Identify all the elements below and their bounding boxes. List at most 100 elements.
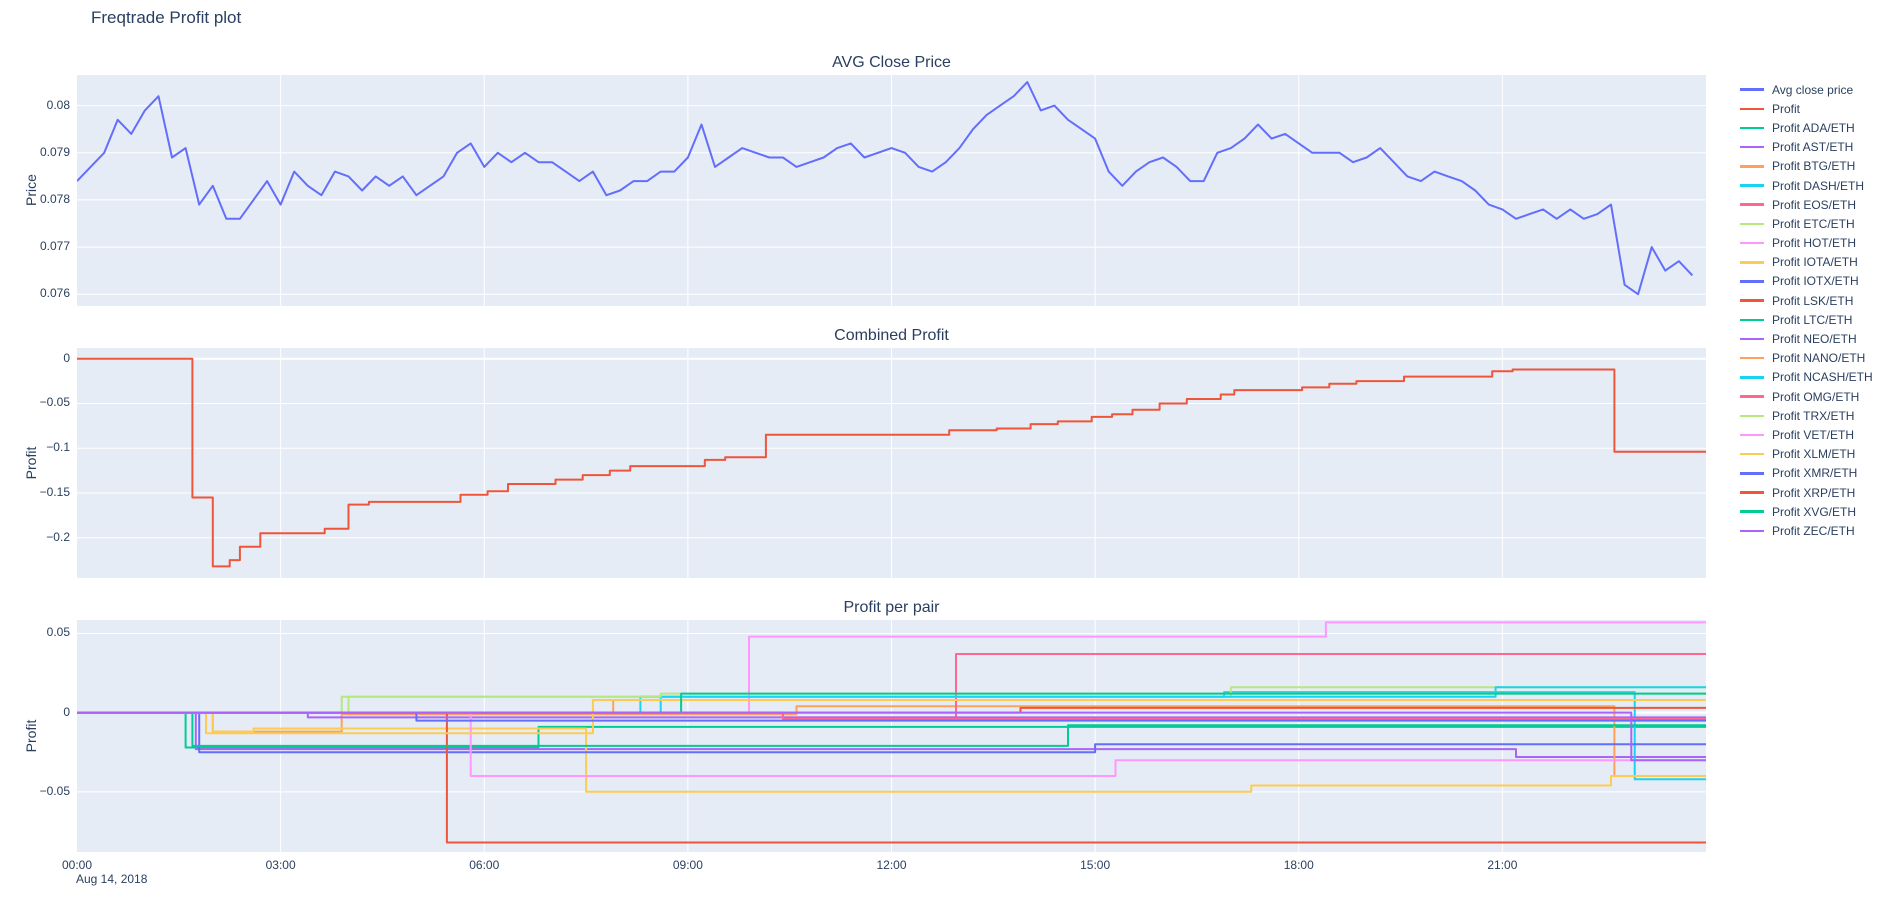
y-tick-label: 0	[63, 350, 70, 365]
legend-label: Profit DASH/ETH	[1772, 178, 1865, 193]
legend-label: Profit OMG/ETH	[1772, 389, 1860, 404]
legend-item-profit-ada-eth[interactable]: Profit ADA/ETH	[1740, 118, 1896, 137]
legend-item-profit-lsk-eth[interactable]: Profit LSK/ETH	[1740, 291, 1896, 310]
x-tick-label: 18:00	[1283, 858, 1314, 872]
y-tick-label: 0.077	[39, 239, 70, 254]
y-tick-label: −0.2	[46, 529, 70, 544]
legend-label: Profit XLM/ETH	[1772, 447, 1856, 462]
y-tick-label: 0.078	[39, 191, 70, 206]
legend-label: Profit VET/ETH	[1772, 427, 1855, 442]
legend-item-profit-ltc-eth[interactable]: Profit LTC/ETH	[1740, 310, 1896, 329]
legend-item-avg-close-price[interactable]: Avg close price	[1740, 80, 1896, 99]
legend-swatch	[1740, 88, 1764, 91]
legend-label: Profit EOS/ETH	[1772, 197, 1857, 212]
legend-item-profit-hot-eth[interactable]: Profit HOT/ETH	[1740, 234, 1896, 253]
x-tick-label: 09:00	[672, 858, 703, 872]
legend-swatch	[1740, 452, 1764, 456]
legend-label: Profit ZEC/ETH	[1772, 523, 1855, 538]
x-tick-label: 15:00	[1080, 858, 1111, 872]
legend-item-profit-xlm-eth[interactable]: Profit XLM/ETH	[1740, 445, 1896, 464]
x-tick-label: 21:00	[1487, 858, 1518, 872]
legend-label: Profit XVG/ETH	[1772, 504, 1857, 519]
legend-label: Profit TRX/ETH	[1772, 408, 1855, 423]
x-tick-label: 06:00	[469, 858, 500, 872]
legend-swatch	[1740, 529, 1764, 533]
legend-swatch	[1740, 337, 1764, 341]
legend-swatch	[1740, 414, 1764, 418]
y-tick-label: 0.079	[39, 144, 70, 159]
legend-label: Profit NANO/ETH	[1772, 351, 1866, 366]
legend-label: Profit BTG/ETH	[1772, 159, 1856, 174]
legend-swatch	[1740, 472, 1764, 475]
legend-item-profit-omg-eth[interactable]: Profit OMG/ETH	[1740, 387, 1896, 406]
legend-label: Profit ETC/ETH	[1772, 216, 1855, 231]
legend-label: Profit AST/ETH	[1772, 140, 1854, 155]
legend-swatch	[1740, 241, 1764, 245]
y-tick-label: −0.05	[39, 395, 70, 410]
series-profit	[77, 357, 1706, 568]
legend-swatch	[1740, 433, 1764, 437]
legend-swatch	[1740, 107, 1764, 111]
legend-label: Avg close price	[1772, 82, 1854, 97]
legend-item-profit-trx-eth[interactable]: Profit TRX/ETH	[1740, 406, 1896, 425]
legend-label: Profit LTC/ETH	[1772, 312, 1853, 327]
legend-item-profit-xrp-eth[interactable]: Profit XRP/ETH	[1740, 483, 1896, 502]
legend-item-profit-neo-eth[interactable]: Profit NEO/ETH	[1740, 329, 1896, 348]
x-tick-label: 03:00	[265, 858, 296, 872]
legend-item-profit-iota-eth[interactable]: Profit IOTA/ETH	[1740, 253, 1896, 272]
legend-swatch	[1740, 165, 1764, 168]
legend-swatch	[1740, 126, 1764, 130]
y-axis-label-profit-pairs: Profit	[23, 719, 39, 753]
legend-label: Profit XRP/ETH	[1772, 485, 1856, 500]
legend-item-profit-xmr-eth[interactable]: Profit XMR/ETH	[1740, 464, 1896, 483]
legend-item-profit-nano-eth[interactable]: Profit NANO/ETH	[1740, 349, 1896, 368]
legend-item-profit-zec-eth[interactable]: Profit ZEC/ETH	[1740, 521, 1896, 540]
series-profit-zec-eth	[77, 711, 1706, 762]
legend-swatch	[1740, 261, 1764, 264]
y-tick-label: 0	[63, 704, 70, 719]
legend-label: Profit LSK/ETH	[1772, 293, 1854, 308]
legend-swatch	[1740, 318, 1764, 322]
legend-item-profit-eos-eth[interactable]: Profit EOS/ETH	[1740, 195, 1896, 214]
subplot-profit-per-pair[interactable]	[77, 620, 1706, 852]
legend-swatch	[1740, 395, 1764, 398]
subplot-title-profit-per-pair: Profit per pair	[843, 599, 940, 616]
legend-item-profit-vet-eth[interactable]: Profit VET/ETH	[1740, 425, 1896, 444]
legend-item-profit-ast-eth[interactable]: Profit AST/ETH	[1740, 138, 1896, 157]
subplot-title-avg-close-price: AVG Close Price	[832, 54, 951, 71]
x-tick-label: 00:00	[61, 858, 93, 872]
legend-swatch	[1740, 491, 1764, 494]
subplot-avg-close-price[interactable]	[77, 75, 1706, 306]
legend-label: Profit IOTA/ETH	[1772, 255, 1858, 270]
legend-label: Profit	[1772, 101, 1801, 116]
subplot-combined-profit[interactable]	[77, 348, 1706, 578]
series-avg-close-price	[77, 81, 1694, 296]
legend-item-profit-dash-eth[interactable]: Profit DASH/ETH	[1740, 176, 1896, 195]
y-tick-label: 0.076	[39, 286, 70, 301]
legend-swatch	[1740, 203, 1764, 206]
legend-item-profit-iotx-eth[interactable]: Profit IOTX/ETH	[1740, 272, 1896, 291]
legend-item-profit-btg-eth[interactable]: Profit BTG/ETH	[1740, 157, 1896, 176]
legend-swatch	[1740, 356, 1764, 360]
legend: Avg close price Profit Profit ADA/ETH Profi…	[1740, 80, 1896, 541]
y-tick-label: 0.05	[46, 625, 70, 640]
legend-swatch	[1740, 184, 1764, 187]
y-tick-label: −0.1	[46, 440, 70, 455]
legend-item-profit-xvg-eth[interactable]: Profit XVG/ETH	[1740, 502, 1896, 521]
legend-label: Profit ADA/ETH	[1772, 120, 1855, 135]
legend-swatch	[1740, 280, 1764, 283]
x-axis-date-label: Aug 14, 2018	[76, 872, 148, 886]
legend-label: Profit IOTX/ETH	[1772, 274, 1859, 289]
legend-swatch	[1740, 376, 1764, 379]
legend-label: Profit HOT/ETH	[1772, 236, 1857, 251]
page-title: Freqtrade Profit plot	[91, 8, 242, 27]
y-tick-label: 0.08	[46, 97, 70, 112]
legend-item-profit-ncash-eth[interactable]: Profit NCASH/ETH	[1740, 368, 1896, 387]
legend-item-profit[interactable]: Profit	[1740, 99, 1896, 118]
legend-swatch	[1740, 222, 1764, 226]
legend-swatch	[1740, 510, 1764, 513]
x-tick-label: 12:00	[876, 858, 907, 872]
legend-item-profit-etc-eth[interactable]: Profit ETC/ETH	[1740, 214, 1896, 233]
